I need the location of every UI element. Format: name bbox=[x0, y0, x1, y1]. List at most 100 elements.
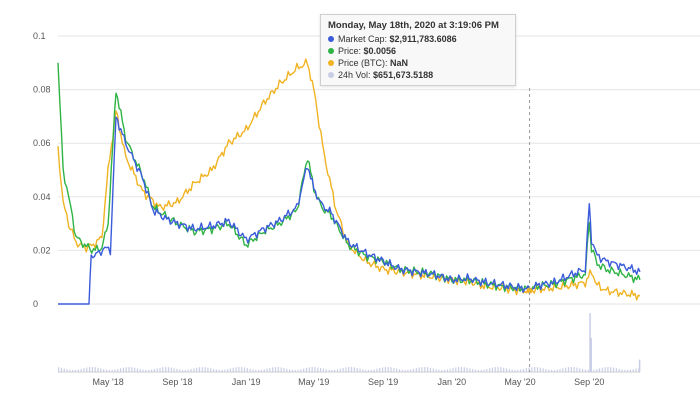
volume-bar bbox=[58, 367, 60, 372]
volume-bar bbox=[517, 369, 519, 372]
volume-bar bbox=[150, 369, 153, 372]
volume-bar bbox=[103, 369, 105, 372]
volume-bar bbox=[176, 368, 178, 372]
volume-bar bbox=[119, 368, 122, 372]
volume-bar bbox=[373, 369, 375, 372]
volume-bar bbox=[412, 368, 415, 372]
volume-bar bbox=[139, 369, 141, 372]
volume-bar bbox=[235, 367, 237, 372]
volume-bar bbox=[345, 367, 347, 372]
volume-bar bbox=[224, 369, 226, 372]
volume-bar bbox=[486, 368, 488, 372]
volume-bar bbox=[472, 369, 474, 372]
volume-bar bbox=[621, 369, 623, 372]
volume-bar bbox=[201, 367, 203, 372]
volume-bar bbox=[74, 369, 77, 372]
volume-bar bbox=[218, 369, 220, 372]
y-tick-label: 0.08 bbox=[33, 85, 51, 95]
volume-bar bbox=[294, 369, 296, 372]
volume-bar bbox=[334, 369, 336, 372]
volume-bar bbox=[255, 369, 257, 372]
volume-bar bbox=[441, 369, 443, 372]
volume-bar bbox=[83, 368, 85, 372]
volume-bar bbox=[491, 367, 494, 372]
tooltip-value: $0.0056 bbox=[363, 46, 397, 56]
volume-bar bbox=[522, 368, 525, 372]
tooltip-value: NaN bbox=[390, 58, 409, 68]
volume-bar bbox=[455, 367, 457, 372]
price-dot-icon bbox=[328, 48, 334, 54]
volume-bar bbox=[128, 367, 130, 372]
series-line-price bbox=[57, 62, 641, 293]
volume-bar bbox=[627, 369, 629, 372]
volume-bar bbox=[618, 368, 620, 372]
volume-bar bbox=[314, 367, 316, 372]
volume-bar bbox=[514, 369, 516, 372]
volume-bar bbox=[503, 367, 505, 372]
volume-bar bbox=[249, 368, 251, 372]
volume-bar bbox=[190, 369, 192, 372]
volume-bar bbox=[170, 367, 172, 372]
volume-bar bbox=[446, 369, 448, 372]
y-tick-label: 0.04 bbox=[33, 192, 51, 202]
volume-bar bbox=[252, 369, 254, 372]
volume-bar bbox=[562, 368, 564, 372]
volume-bar bbox=[263, 369, 265, 372]
volume-bar bbox=[601, 367, 603, 372]
volume-bar bbox=[193, 368, 195, 372]
volume-bar bbox=[590, 337, 592, 372]
volume-bar bbox=[179, 369, 181, 372]
volume-bar bbox=[114, 369, 116, 372]
volume-bar bbox=[593, 369, 595, 372]
x-tick-label: May '20 bbox=[504, 377, 535, 387]
volume-bar bbox=[80, 368, 82, 372]
tooltip-row-price: Price: $0.0056 bbox=[328, 45, 508, 57]
volume-bar bbox=[500, 367, 502, 372]
volume-bar bbox=[331, 369, 333, 372]
volume-bar bbox=[393, 367, 395, 372]
volume-bar bbox=[542, 368, 544, 372]
volume-bar bbox=[567, 367, 570, 372]
volume-bar bbox=[241, 367, 243, 372]
volume-bar bbox=[86, 367, 88, 372]
volume-bar bbox=[556, 369, 558, 372]
volume-bar bbox=[381, 367, 384, 372]
volume-bar bbox=[477, 369, 479, 372]
volume-bar bbox=[404, 369, 406, 372]
volume-bar bbox=[415, 368, 417, 372]
volume-bar bbox=[145, 369, 147, 372]
volume-bar bbox=[589, 313, 591, 372]
volume-bar bbox=[210, 368, 212, 372]
volume-bar bbox=[489, 368, 491, 372]
volume-bar bbox=[300, 369, 302, 372]
volume-bar bbox=[162, 367, 164, 372]
series-line-market-cap bbox=[58, 116, 641, 305]
volume-bar bbox=[519, 369, 522, 372]
volume-bar bbox=[277, 367, 279, 372]
volume-bar bbox=[390, 367, 392, 372]
volume-bar bbox=[167, 367, 170, 372]
tooltip-label: Price (BTC): bbox=[338, 58, 388, 68]
volume-bar bbox=[297, 369, 299, 372]
volume-bar bbox=[610, 367, 612, 372]
volume-bar bbox=[410, 369, 412, 372]
volume-bar bbox=[134, 367, 136, 372]
tooltip-label: Price: bbox=[338, 46, 362, 56]
volume-bar bbox=[227, 369, 229, 372]
x-tick-label: Sep '20 bbox=[574, 377, 604, 387]
volume-bar bbox=[480, 369, 482, 372]
volume-bar bbox=[269, 367, 271, 372]
volume-bar bbox=[458, 367, 460, 372]
volume-bar bbox=[396, 368, 398, 372]
volume-bar bbox=[350, 367, 353, 372]
volume-bar bbox=[72, 369, 74, 372]
volume-bar bbox=[288, 369, 291, 372]
volume-bar bbox=[266, 368, 268, 372]
volume-bar bbox=[108, 369, 110, 372]
tooltip-row-volume: 24h Vol: $651,673.5188 bbox=[328, 69, 508, 81]
volume-bar bbox=[387, 367, 389, 372]
x-tick-label: Sep '19 bbox=[368, 377, 398, 387]
volume-bar bbox=[435, 369, 437, 372]
volume-bar bbox=[311, 367, 313, 372]
